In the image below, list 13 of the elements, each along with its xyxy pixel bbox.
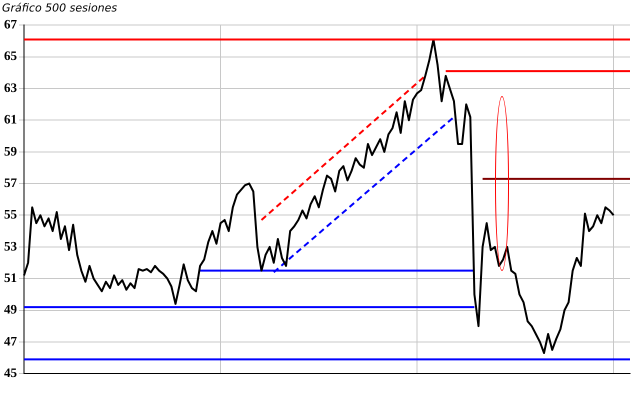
y-tick-label: 65 [4,48,18,64]
y-tick-label: 59 [4,143,18,158]
y-tick-label: 45 [4,364,18,380]
y-tick-label: 63 [4,80,18,95]
y-tick-label: 55 [4,206,18,222]
y-tick-label: 67 [4,16,18,32]
chart-title: Gráfico 500 sesiones [2,1,118,14]
y-tick-label: 51 [4,270,17,285]
y-tick-label: 61 [4,112,17,127]
y-tick-label: 49 [4,302,18,317]
y-tick-label: 47 [4,333,18,348]
y-tick-label: 57 [4,174,18,190]
y-tick-label: 53 [4,238,18,254]
